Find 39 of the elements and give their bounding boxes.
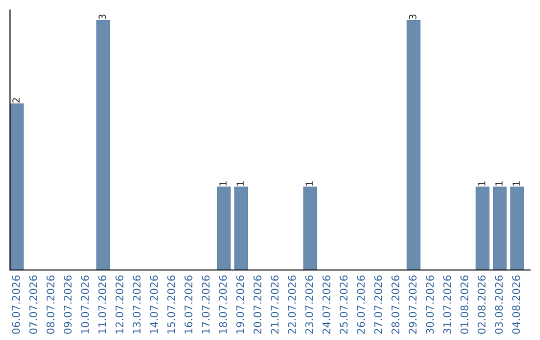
x-tick-label: 14.07.2026 xyxy=(150,276,158,334)
x-tick-label: 18.07.2026 xyxy=(219,276,227,334)
x-tick-label: 03.08.2026 xyxy=(494,276,503,334)
data-label: 1 xyxy=(236,181,244,186)
x-tick-label: 02.08.2026 xyxy=(478,276,486,334)
x-tick-label: 08.07.2026 xyxy=(46,276,54,334)
x-tick-label: 28.07.2026 xyxy=(391,276,400,334)
data-label: 2 xyxy=(12,98,20,103)
x-tick-label: 07.07.2026 xyxy=(29,276,38,334)
data-label: 1 xyxy=(495,181,502,186)
x-tick-label: 12.07.2026 xyxy=(116,276,124,334)
x-tick-label: 10.07.2026 xyxy=(81,276,89,334)
x-tick-label: 23.07.2026 xyxy=(305,276,314,334)
data-label: 1 xyxy=(512,181,520,186)
x-tick-label: 26.07.2026 xyxy=(356,276,365,334)
data-label: 3 xyxy=(409,14,416,20)
x-tick-label: 25.07.2026 xyxy=(340,276,348,334)
x-tick-label: 06.07.2026 xyxy=(12,276,20,334)
x-tick-label: 17.07.2026 xyxy=(202,276,210,334)
data-label: 1 xyxy=(306,181,313,186)
data-label: 1 xyxy=(478,181,486,186)
x-tick-label: 13.07.2026 xyxy=(132,276,141,334)
data-label: 1 xyxy=(219,181,227,186)
x-tick-label: 22.07.2026 xyxy=(288,276,296,334)
x-tick-label: 31.07.2026 xyxy=(443,276,452,334)
x-tick-label: 04.08.2026 xyxy=(512,276,520,334)
data-label: 3 xyxy=(98,14,106,20)
x-tick-label: 15.07.2026 xyxy=(167,276,176,334)
x-tick-label: 01.08.2026 xyxy=(460,276,468,334)
x-tick-label: 11.07.2026 xyxy=(98,276,106,334)
x-tick-label: 16.07.2026 xyxy=(184,276,192,334)
x-tick-label: 27.07.2026 xyxy=(374,276,382,334)
x-tick-label: 21.07.2026 xyxy=(270,276,279,334)
x-tick-label: 24.07.2026 xyxy=(322,276,330,334)
x-tick-label: 20.07.2026 xyxy=(254,276,262,334)
x-tick-label: 09.07.2026 xyxy=(64,276,72,334)
x-tick-label: 19.07.2026 xyxy=(236,276,244,334)
x-tick-label: 29.07.2026 xyxy=(408,276,417,334)
x-tick-label: 30.07.2026 xyxy=(426,276,434,334)
